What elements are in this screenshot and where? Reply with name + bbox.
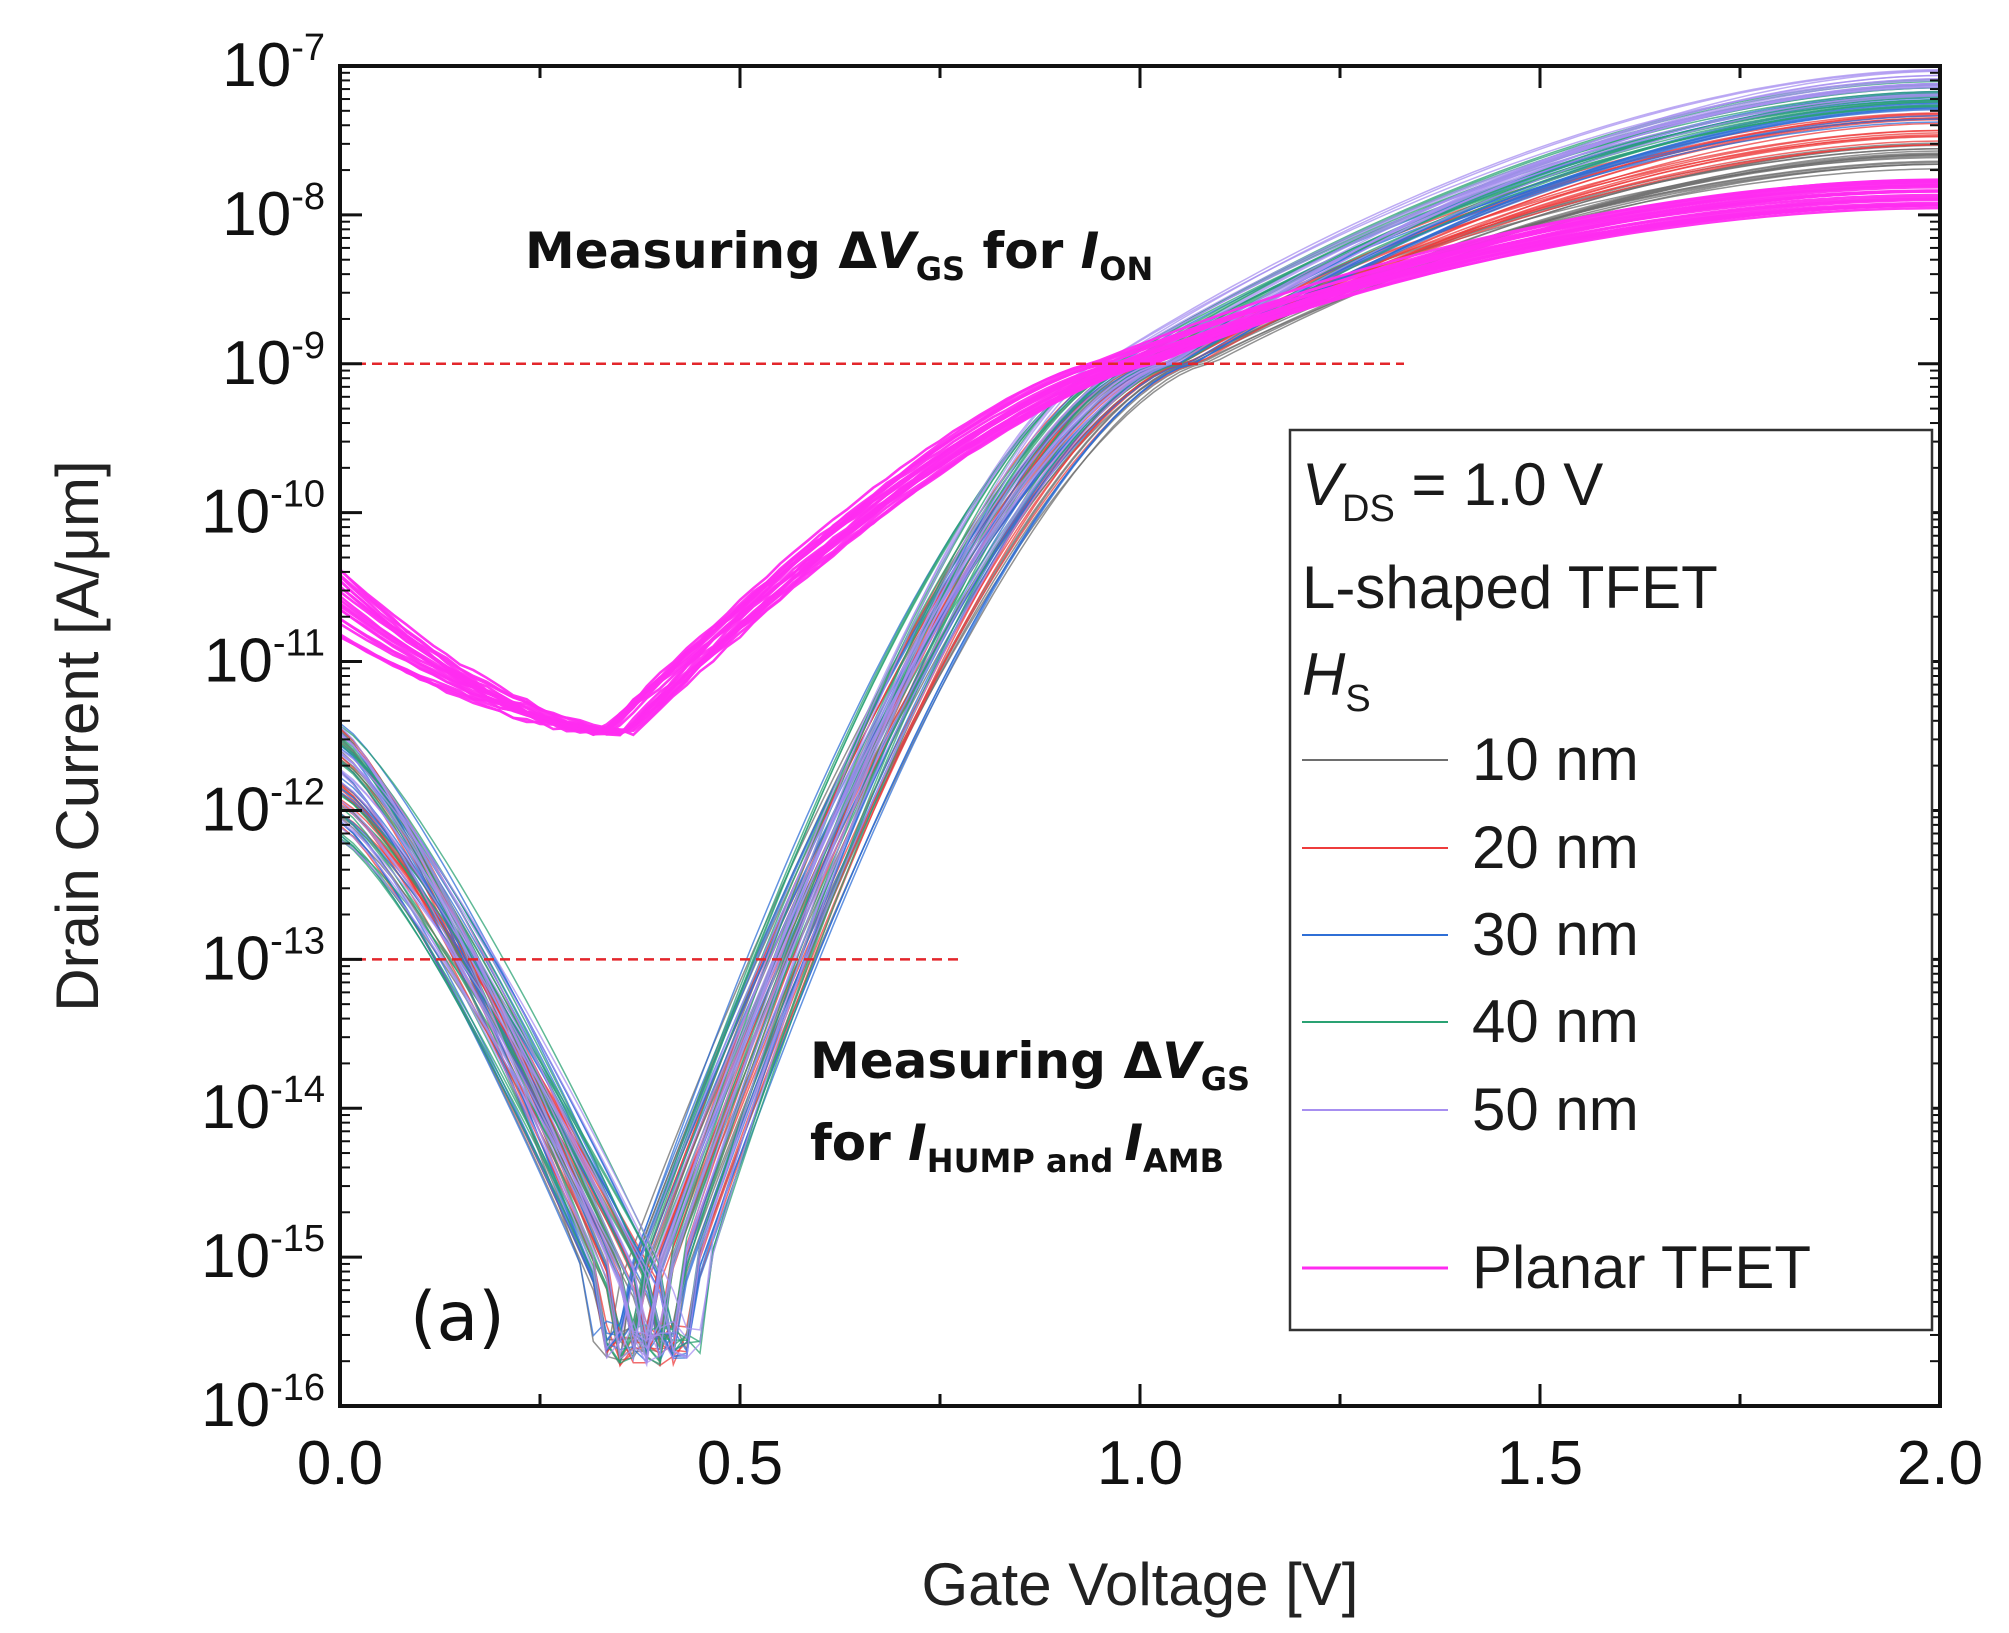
y-tick-exponent: -10 [270,474,325,516]
y-tick-label: 10-7 [222,27,325,100]
annotation-hump-line2: for IHUMP and IAMB [810,1114,1224,1180]
y-tick-base: 10 [204,627,273,696]
y-tick-exponent: -13 [270,920,325,962]
annotation-hump-line1: Measuring ΔVGS [810,1032,1250,1098]
series-line [340,78,1940,1362]
series-line [340,74,1940,1362]
legend-label: Planar TFET [1472,1234,1811,1301]
legend-hs-var: H [1302,641,1346,708]
legend: VDS = 1.0 V L-shaped TFET HS 10 nm 20 nm 3… [1288,428,1934,1332]
x-tick-label: 1.0 [1097,1429,1183,1498]
y-tick-label: 10-8 [222,176,325,249]
annotation-hump-i2-sub: AMB [1143,1142,1224,1180]
annotation-ion-var-sub: GS [916,250,965,288]
series-line [340,102,1940,1358]
y-tick-exponent: -8 [291,176,325,218]
legend-label: 50 nm [1472,1076,1639,1143]
y-tick-label: 10-10 [201,474,325,547]
series-line [340,68,1940,1351]
series-line [340,107,1940,1354]
reference-lines [340,362,1404,961]
annotation-hump-var-sub: GS [1201,1060,1250,1098]
legend-hs-sub: S [1345,678,1370,720]
legend-label: 10 nm [1472,726,1639,793]
y-tick-exponent: -14 [270,1069,325,1111]
legend-vds-sub: DS [1342,488,1395,530]
series-line [340,153,1940,1353]
series-line [340,193,1940,735]
y-tick-base: 10 [222,31,291,100]
annotation-ion: Measuring ΔVGS for ION [525,222,1153,288]
annotation-ion-i: I [1081,222,1100,280]
y-tick-base: 10 [222,180,291,249]
annotation-hump-i1-sub: HUMP and [927,1142,1125,1180]
y-tick-label: 10-16 [201,1367,325,1440]
y-tick-exponent: -9 [291,325,325,367]
series-line [340,77,1940,1360]
series-planar-tfet [340,178,1940,737]
y-tick-base: 10 [201,775,270,844]
legend-vds-var: V [1302,451,1347,518]
annotation-ion-i-sub: ON [1099,250,1153,288]
legend-entries: 10 nm 20 nm 30 nm 40 nm 50 nm Planar TFET [1302,726,1811,1301]
y-tick-label: 10-13 [201,920,325,993]
legend-vds: VDS = 1.0 V [1302,451,1603,530]
annotation-ion-mid: for [965,222,1081,280]
annotation-hump-i1: I [908,1114,927,1172]
y-tick-exponent: -16 [270,1367,325,1409]
legend-label: 40 nm [1472,988,1639,1055]
y-tick-base: 10 [201,924,270,993]
series-line [340,84,1940,1335]
legend-hs: HS [1302,641,1371,720]
y-tick-label: 10-9 [222,325,325,398]
series-line [340,180,1940,735]
x-tick-label: 1.5 [1497,1429,1583,1498]
y-tick-exponent: -12 [270,771,325,813]
x-axis-ticks: 0.0 0.5 1.0 1.5 2.0 [297,66,1983,1498]
y-tick-base: 10 [201,1371,270,1440]
annotation-ion-var: V [877,222,919,280]
legend-box [1288,428,1934,1332]
x-tick-label: 2.0 [1897,1429,1983,1498]
y-tick-exponent: -11 [273,623,325,665]
y-tick-label: 10-11 [204,623,325,696]
y-tick-base: 10 [201,1222,270,1291]
y-tick-base: 10 [222,329,291,398]
legend-vds-value: = 1.0 V [1395,451,1603,518]
legend-label: 20 nm [1472,814,1639,881]
y-tick-base: 10 [201,1073,270,1142]
annotation-hump-for: for [810,1114,908,1172]
x-axis-title: Gate Voltage [V] [922,1551,1359,1618]
y-axis-ticks: 10-710-810-910-1010-1110-1210-1310-1410-… [201,27,1940,1440]
y-tick-exponent: -7 [291,27,325,69]
panel-label: (a) [410,1278,505,1357]
legend-label: 30 nm [1472,901,1639,968]
y-tick-label: 10-14 [201,1069,325,1142]
legend-device: L-shaped TFET [1302,554,1718,621]
annotation-ion-prefix: Measuring Δ [525,222,877,280]
y-axis-title: Drain Current [A/μm] [44,460,111,1011]
curves-group [340,68,1940,1368]
y-tick-base: 10 [201,478,270,547]
y-tick-label: 10-12 [201,771,325,844]
annotation-hump-var: V [1162,1032,1204,1090]
y-tick-exponent: -15 [270,1218,325,1260]
annotation-hump-prefix: Measuring Δ [810,1032,1162,1090]
x-tick-label: 0.5 [697,1429,783,1498]
y-tick-label: 10-15 [201,1218,325,1291]
annotation-hump-i2: I [1124,1114,1143,1172]
x-tick-label: 0.0 [297,1429,383,1498]
